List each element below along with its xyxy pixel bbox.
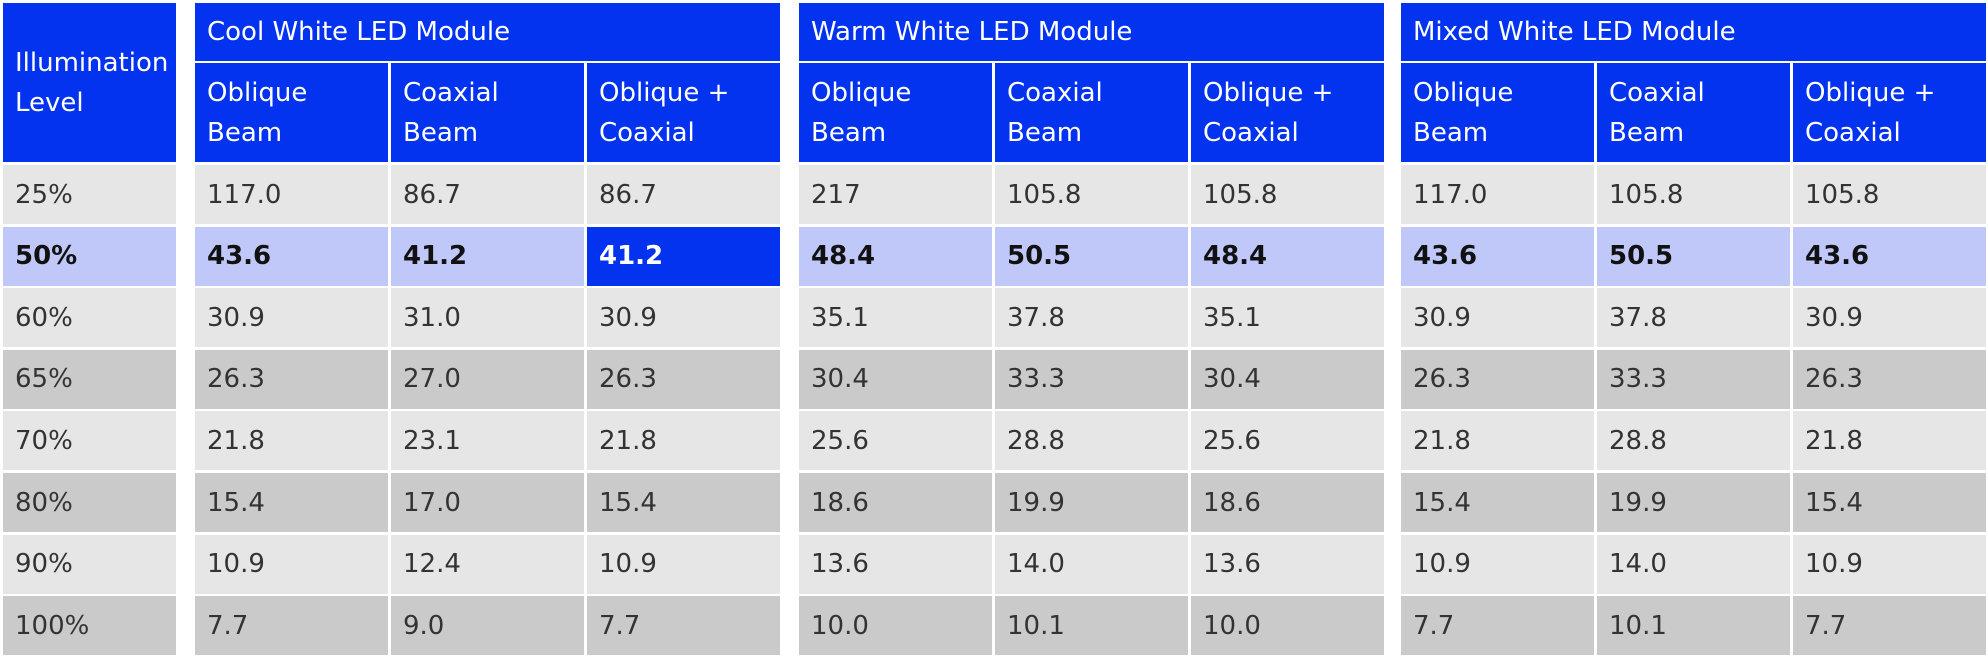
value-cell: 9.0 <box>391 596 584 656</box>
value-cell: 25.6 <box>799 411 992 471</box>
column-header: Oblique + Coaxial Beam <box>1793 63 1986 162</box>
value-cell: 48.4 <box>799 226 992 286</box>
value-cell: 30.4 <box>1191 349 1384 409</box>
value-cell: 35.1 <box>1191 288 1384 348</box>
value-cell: 31.0 <box>391 288 584 348</box>
value-cell: 13.6 <box>799 534 992 594</box>
row-label: 50% <box>3 226 176 286</box>
value-cell: 12.4 <box>391 534 584 594</box>
value-cell: 21.8 <box>587 411 780 471</box>
value-cell: 33.3 <box>995 349 1188 409</box>
value-cell: 10.9 <box>195 534 388 594</box>
column-header: Oblique Beam <box>799 63 992 162</box>
value-cell: 27.0 <box>391 349 584 409</box>
value-cell: 25.6 <box>1191 411 1384 471</box>
column-header: Coaxial Beam <box>1597 63 1790 162</box>
value-cell: 50.5 <box>995 226 1188 286</box>
value-cell: 26.3 <box>195 349 388 409</box>
value-cell: 19.9 <box>995 473 1188 532</box>
row-label: 25% <box>3 165 176 224</box>
value-cell: 86.7 <box>391 165 584 224</box>
value-cell: 30.9 <box>1793 288 1986 348</box>
value-cell: 105.8 <box>1597 165 1790 224</box>
column-header: Oblique + Coaxial Beam <box>587 63 780 162</box>
value-cell: 10.1 <box>995 596 1188 656</box>
value-cell: 30.9 <box>1401 288 1594 348</box>
value-cell: 7.7 <box>195 596 388 656</box>
value-cell: 33.3 <box>1597 349 1790 409</box>
value-cell: 10.1 <box>1597 596 1790 656</box>
value-cell: 43.6 <box>1793 226 1986 286</box>
value-cell: 43.6 <box>195 226 388 286</box>
value-cell: 117.0 <box>1401 165 1594 224</box>
value-cell: 7.7 <box>587 596 780 656</box>
value-cell: 35.1 <box>799 288 992 348</box>
value-cell: 41.2 <box>587 226 780 286</box>
value-cell: 105.8 <box>995 165 1188 224</box>
column-header: Oblique Beam <box>195 63 388 162</box>
column-header: Oblique + Coaxial Beam <box>1191 63 1384 162</box>
value-cell: 86.7 <box>587 165 780 224</box>
value-cell: 15.4 <box>195 473 388 532</box>
value-cell: 105.8 <box>1793 165 1986 224</box>
value-cell: 30.9 <box>195 288 388 348</box>
value-cell: 37.8 <box>995 288 1188 348</box>
value-cell: 15.4 <box>1401 473 1594 532</box>
column-header: Oblique Beam <box>1401 63 1594 162</box>
value-cell: 15.4 <box>587 473 780 532</box>
column-header: Coaxial Beam <box>391 63 584 162</box>
value-cell: 18.6 <box>799 473 992 532</box>
row-label: 70% <box>3 411 176 471</box>
value-cell: 15.4 <box>1793 473 1986 532</box>
value-cell: 48.4 <box>1191 226 1384 286</box>
value-cell: 217 <box>799 165 992 224</box>
row-label: 90% <box>3 534 176 594</box>
value-cell: 117.0 <box>195 165 388 224</box>
value-cell: 19.9 <box>1597 473 1790 532</box>
value-cell: 7.7 <box>1793 596 1986 656</box>
value-cell: 50.5 <box>1597 226 1790 286</box>
value-cell: 105.8 <box>1191 165 1384 224</box>
value-cell: 30.4 <box>799 349 992 409</box>
group-header: Cool White LED Module <box>195 3 780 61</box>
value-cell: 23.1 <box>391 411 584 471</box>
value-cell: 21.8 <box>195 411 388 471</box>
column-header: Coaxial Beam <box>995 63 1188 162</box>
value-cell: 18.6 <box>1191 473 1384 532</box>
corner-header: Illumination Level <box>3 3 176 162</box>
value-cell: 28.8 <box>1597 411 1790 471</box>
row-label: 100% <box>3 596 176 656</box>
value-cell: 10.9 <box>1793 534 1986 594</box>
value-cell: 10.0 <box>1191 596 1384 656</box>
value-cell: 28.8 <box>995 411 1188 471</box>
value-cell: 17.0 <box>391 473 584 532</box>
row-label: 80% <box>3 473 176 532</box>
value-cell: 26.3 <box>1401 349 1594 409</box>
value-cell: 10.0 <box>799 596 992 656</box>
value-cell: 7.7 <box>1401 596 1594 656</box>
value-cell: 10.9 <box>587 534 780 594</box>
row-label: 60% <box>3 288 176 348</box>
row-label: 65% <box>3 349 176 409</box>
group-header: Warm White LED Module <box>799 3 1384 61</box>
value-cell: 21.8 <box>1401 411 1594 471</box>
value-cell: 14.0 <box>1597 534 1790 594</box>
group-header: Mixed White LED Module <box>1401 3 1986 61</box>
value-cell: 14.0 <box>995 534 1188 594</box>
value-cell: 37.8 <box>1597 288 1790 348</box>
value-cell: 30.9 <box>587 288 780 348</box>
value-cell: 26.3 <box>1793 349 1986 409</box>
value-cell: 21.8 <box>1793 411 1986 471</box>
value-cell: 41.2 <box>391 226 584 286</box>
value-cell: 13.6 <box>1191 534 1384 594</box>
value-cell: 26.3 <box>587 349 780 409</box>
value-cell: 10.9 <box>1401 534 1594 594</box>
value-cell: 43.6 <box>1401 226 1594 286</box>
